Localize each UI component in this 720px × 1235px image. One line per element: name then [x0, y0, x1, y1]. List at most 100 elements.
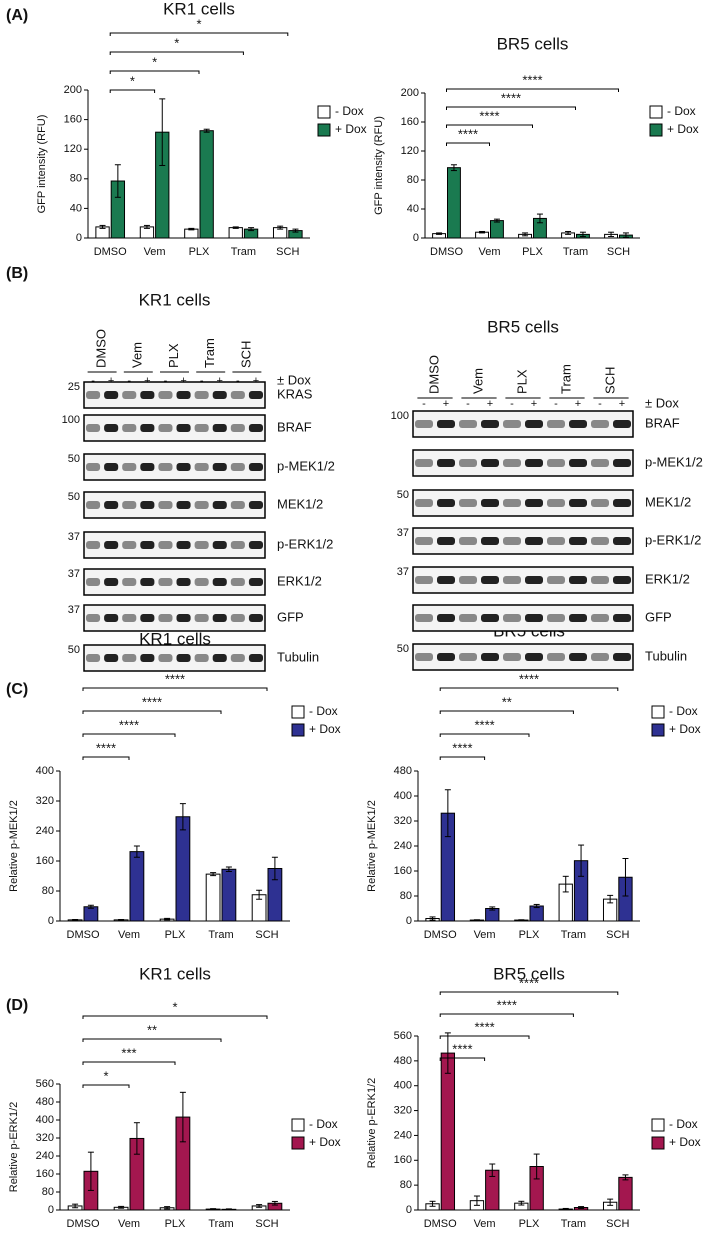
mw-marker: 50	[68, 491, 80, 503]
blot-band	[230, 654, 245, 662]
blot-row-label: MEK1/2	[277, 496, 323, 511]
blot-band	[212, 614, 227, 622]
y-tick-label: 120	[64, 143, 82, 155]
blot-band	[140, 614, 155, 622]
blot-band	[86, 501, 101, 509]
blot-band	[158, 391, 173, 399]
blot-band	[437, 499, 455, 507]
blot-band	[415, 537, 433, 545]
error-bar	[533, 903, 540, 909]
x-tick-label: PLX	[519, 929, 540, 941]
blot-band	[104, 424, 119, 432]
blot-band	[176, 541, 191, 549]
bar	[228, 227, 243, 239]
blot-band	[459, 499, 477, 507]
blot-band	[86, 578, 101, 586]
treatment-label: PLX	[166, 343, 181, 368]
y-tick-label: 320	[36, 1132, 54, 1144]
blot-row-label: ERK1/2	[645, 571, 690, 586]
blot-band	[459, 576, 477, 584]
legend-label: + Dox	[309, 722, 341, 736]
dox-sign: +	[253, 375, 259, 387]
blot-band	[503, 420, 521, 428]
x-tick-label: Tram	[561, 929, 586, 941]
dox-sign: +	[619, 398, 625, 410]
error-bar	[522, 232, 529, 237]
blot-row-label: GFP	[277, 609, 304, 624]
error-bar	[565, 230, 572, 235]
error-bar	[225, 866, 232, 872]
blot-band	[437, 420, 455, 428]
y-tick-label: 0	[406, 1204, 412, 1216]
y-tick-label: 240	[36, 1150, 54, 1162]
y-tick-label: 400	[36, 765, 54, 777]
x-tick-label: DMSO	[67, 929, 100, 941]
legend-label: - Dox	[669, 1117, 698, 1131]
significance-label: ****	[474, 1019, 494, 1034]
dox-sign: +	[180, 375, 186, 387]
blot-row-label: p-ERK1/2	[277, 536, 333, 551]
error-bar	[72, 919, 79, 921]
x-tick-label: Tram	[563, 246, 588, 258]
dox-sign: +	[144, 375, 150, 387]
mw-marker: 100	[391, 410, 409, 422]
blot-row-label: MEK1/2	[645, 494, 691, 509]
y-tick-label: 160	[36, 855, 54, 867]
error-bar	[143, 224, 150, 229]
blot-band	[591, 499, 609, 507]
significance-label: ***	[121, 1045, 136, 1060]
error-bar	[118, 919, 125, 921]
treatment-label: Vem	[470, 368, 485, 394]
error-bar	[489, 1163, 496, 1177]
blot-band	[569, 459, 587, 467]
dox-label: ± Dox	[277, 372, 311, 387]
error-bar	[536, 213, 543, 224]
blot-band	[248, 578, 263, 586]
significance-bracket	[109, 32, 289, 36]
mw-marker: 25	[68, 381, 80, 393]
error-bar	[210, 1208, 217, 1211]
dox-sign: -	[236, 375, 240, 387]
significance-label: ****	[479, 108, 499, 123]
dox-sign: -	[422, 398, 426, 410]
blot-band	[591, 653, 609, 661]
x-tick-label: SCH	[276, 246, 299, 258]
blot-band	[194, 654, 209, 662]
blot-band	[525, 420, 543, 428]
error-bar	[114, 164, 121, 198]
significance-bracket	[439, 756, 486, 760]
blot-band	[122, 424, 137, 432]
blot-band	[194, 463, 209, 471]
significance-label: ****	[96, 740, 116, 755]
bar	[205, 873, 221, 922]
panel-label: (B)	[6, 265, 28, 282]
error-bar	[473, 1195, 480, 1206]
blot-band	[547, 576, 565, 584]
y-axis-label: Relative p-MEK1/2	[8, 800, 20, 892]
error-bar	[578, 844, 585, 877]
treatment-label: DMSO	[426, 355, 441, 394]
blot-band	[547, 614, 565, 622]
blot-band	[248, 654, 263, 662]
x-tick-label: SCH	[255, 929, 278, 941]
error-bar	[436, 232, 443, 235]
y-tick-label: 80	[42, 1186, 54, 1198]
x-tick-label: DMSO	[430, 246, 463, 258]
error-bar	[72, 1203, 79, 1209]
y-tick-label: 0	[413, 232, 419, 244]
x-tick-label: Vem	[478, 246, 500, 258]
mw-marker: 37	[397, 527, 409, 539]
significance-bracket	[82, 687, 268, 691]
blot-band	[613, 459, 631, 467]
error-bar	[277, 225, 284, 230]
significance-bracket	[82, 733, 176, 737]
blot-band	[86, 424, 101, 432]
y-tick-label: 80	[42, 885, 54, 897]
y-tick-label: 560	[36, 1078, 54, 1090]
blot-band	[481, 420, 499, 428]
blot-band	[613, 576, 631, 584]
blot-band	[569, 653, 587, 661]
blot-band	[104, 501, 119, 509]
error-bar	[271, 856, 278, 881]
blot-band	[503, 576, 521, 584]
